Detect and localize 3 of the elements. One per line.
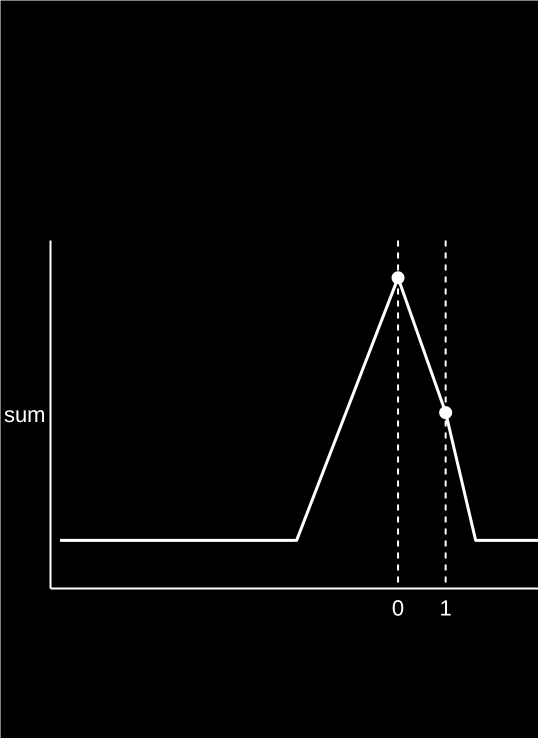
y-axis-title: sum: [4, 402, 46, 427]
x-tick-label: 1: [440, 596, 452, 620]
x-tick-label: 0: [392, 596, 404, 620]
